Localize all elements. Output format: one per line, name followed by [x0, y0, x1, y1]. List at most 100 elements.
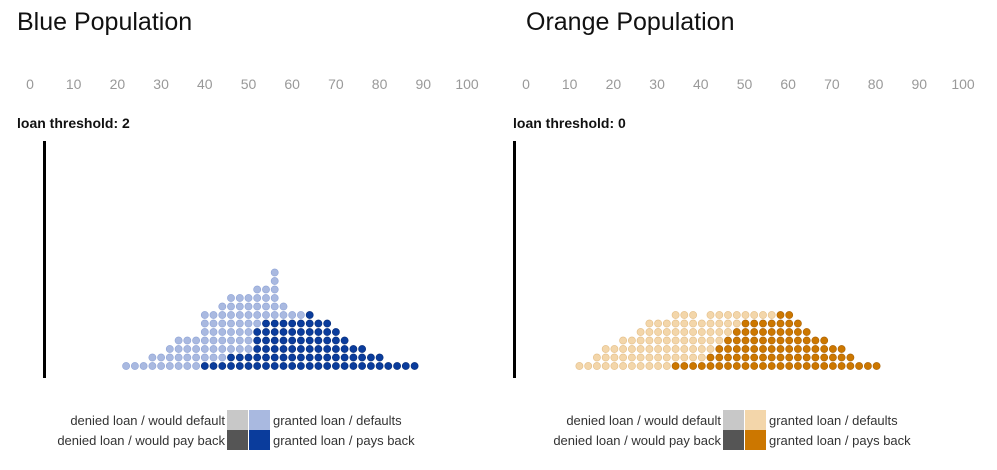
dot-defaults [627, 353, 636, 362]
dot-pays-back [288, 345, 297, 353]
dot-pays-back [349, 362, 358, 370]
dot-defaults [654, 345, 662, 353]
dot-pays-back [314, 328, 323, 336]
x-tick-label: 90 [911, 76, 928, 92]
x-tick-label: 0 [522, 76, 530, 92]
dot-defaults [235, 328, 244, 336]
dot-defaults [627, 362, 636, 370]
dot-defaults [253, 302, 262, 311]
dot-defaults [654, 328, 662, 336]
dot-defaults [680, 311, 689, 319]
dot-pays-back [305, 311, 314, 319]
dot-defaults [253, 319, 262, 328]
panel-title: Orange Population [526, 8, 735, 36]
dot-defaults [200, 311, 209, 319]
dot-pays-back [724, 362, 732, 370]
dot-defaults [671, 336, 680, 345]
dot-defaults [636, 353, 645, 362]
dot-pays-back [759, 328, 767, 336]
dot-defaults [183, 345, 192, 353]
threshold-label: loan threshold: 0 [513, 115, 626, 131]
dot-pays-back [270, 353, 279, 362]
dot-defaults [706, 319, 715, 328]
dot-defaults [235, 336, 244, 345]
dot-defaults [209, 345, 218, 353]
legend-swatch-denied-default [723, 410, 744, 430]
dot-defaults [192, 336, 200, 345]
x-tick-label: 60 [780, 76, 796, 92]
dot-pays-back [393, 362, 401, 370]
dot-defaults [235, 294, 244, 302]
dot-defaults [645, 319, 654, 328]
dot-defaults [619, 353, 627, 362]
dot-defaults [671, 328, 680, 336]
dot-defaults [636, 336, 645, 345]
dot-pays-back [270, 345, 279, 353]
dot-defaults [680, 345, 689, 353]
dot-defaults [262, 294, 270, 302]
dot-defaults [627, 345, 636, 353]
dot-pays-back [750, 362, 759, 370]
legend-label-granted-default: granted loan / defaults [769, 413, 898, 428]
dot-defaults [689, 353, 697, 362]
dot-defaults [759, 311, 767, 319]
dot-defaults [610, 362, 619, 370]
dot-pays-back [828, 345, 837, 353]
legend-label-granted-default: granted loan / defaults [273, 413, 402, 428]
dot-pays-back [872, 362, 881, 370]
dot-defaults [227, 311, 235, 319]
dot-pays-back [776, 345, 785, 353]
dot-pays-back [323, 353, 332, 362]
threshold-bar[interactable] [513, 141, 516, 378]
dot-pays-back [331, 328, 340, 336]
x-tick-label: 20 [109, 76, 126, 92]
dot-pays-back [811, 362, 820, 370]
dot-defaults [270, 302, 279, 311]
dot-pays-back [288, 362, 297, 370]
dot-pays-back [785, 319, 794, 328]
dot-pays-back [793, 319, 802, 328]
threshold-bar[interactable] [43, 141, 46, 378]
dot-defaults [227, 294, 235, 302]
dot-pays-back [349, 345, 358, 353]
dot-pays-back [741, 319, 750, 328]
dot-pays-back [279, 353, 288, 362]
dot-pays-back [785, 311, 794, 319]
dot-pays-back [767, 362, 776, 370]
x-tick-label: 80 [371, 76, 388, 92]
dot-pays-back [331, 353, 340, 362]
dot-pays-back [296, 328, 305, 336]
dot-pays-back [855, 362, 863, 370]
dot-pays-back [270, 362, 279, 370]
dot-defaults [645, 336, 654, 345]
dot-pays-back [776, 336, 785, 345]
dot-pays-back [262, 319, 270, 328]
dot-defaults [706, 336, 715, 345]
dot-pays-back [340, 353, 349, 362]
dot-defaults [157, 353, 165, 362]
dot-pays-back [305, 328, 314, 336]
dot-pays-back [270, 319, 279, 328]
x-tick-label: 100 [455, 76, 479, 92]
dot-defaults [750, 311, 759, 319]
dot-pays-back [366, 362, 375, 370]
dot-histogram [575, 311, 881, 370]
dot-defaults [680, 319, 689, 328]
orange-population-panel: Orange Population 0 10 20 30 40 50 60 70 80 90 100… [497, 0, 977, 470]
legend-swatch-granted-payback [249, 430, 270, 450]
dot-pays-back [793, 345, 802, 353]
dot-defaults [715, 311, 724, 319]
dot-defaults [174, 353, 183, 362]
dot-defaults [209, 328, 218, 336]
dot-defaults [209, 353, 218, 362]
dot-pays-back [706, 362, 715, 370]
dot-defaults [697, 328, 706, 336]
dot-pays-back [741, 362, 750, 370]
dot-pays-back [732, 362, 741, 370]
dot-defaults [174, 345, 183, 353]
dot-defaults [227, 302, 235, 311]
dot-pays-back [305, 353, 314, 362]
dot-defaults [288, 311, 297, 319]
dot-pays-back [732, 328, 741, 336]
dot-defaults [244, 345, 253, 353]
